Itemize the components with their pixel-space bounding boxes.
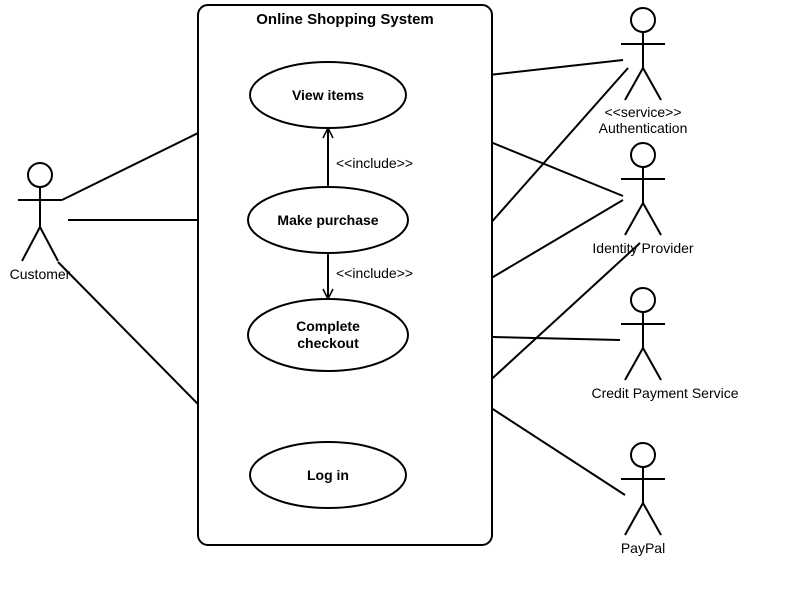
usecase-complete-checkout: Complete checkout	[248, 299, 408, 371]
actor-authentication-label: Authentication	[599, 120, 688, 136]
usecase-purchase-label: Make purchase	[277, 212, 378, 228]
actor-authentication-stereo: <<service>>	[604, 104, 681, 120]
usecase-view-label: View items	[292, 87, 364, 103]
actor-authentication: <<service>> Authentication	[599, 8, 688, 136]
edge-include1-label: <<include>>	[336, 155, 413, 171]
actor-credit-payment: Credit Payment Service	[591, 288, 738, 401]
actor-identity-provider: Identity Provider	[592, 143, 693, 256]
usecase-view-items: View items	[250, 62, 406, 128]
actor-identity-label: Identity Provider	[592, 240, 693, 256]
system-title: Online Shopping System	[256, 11, 434, 28]
actor-customer: Customer	[10, 163, 71, 282]
actor-head-icon	[631, 443, 655, 467]
use-case-diagram: Online Shopping System <<include>> <<inc…	[0, 0, 800, 599]
usecase-checkout-label2: checkout	[297, 335, 359, 351]
actor-paypal-label: PayPal	[621, 540, 665, 556]
usecase-login-label: Log in	[307, 467, 349, 483]
usecase-make-purchase: Make purchase	[248, 187, 408, 253]
usecase-log-in: Log in	[250, 442, 406, 508]
actor-head-icon	[631, 143, 655, 167]
edge-include2-label: <<include>>	[336, 265, 413, 281]
actor-credit-label: Credit Payment Service	[591, 385, 738, 401]
actor-head-icon	[631, 8, 655, 32]
actor-head-icon	[631, 288, 655, 312]
usecase-checkout-label1: Complete	[296, 318, 360, 334]
actor-paypal: PayPal	[621, 443, 665, 556]
actor-customer-label: Customer	[10, 266, 71, 282]
actor-head-icon	[28, 163, 52, 187]
